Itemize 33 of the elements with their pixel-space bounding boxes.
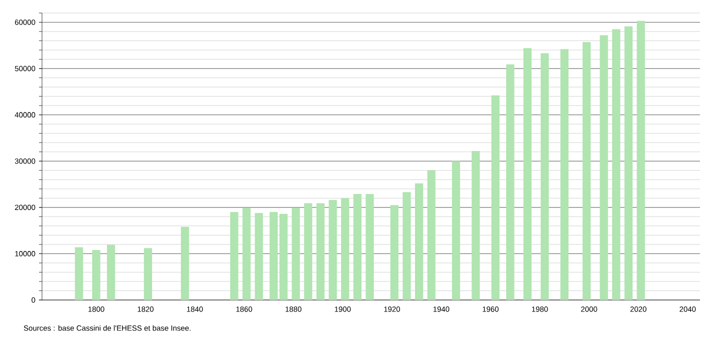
bar	[230, 212, 238, 300]
bar	[472, 150, 480, 300]
bar	[106, 244, 116, 300]
bar	[341, 198, 350, 300]
bar	[600, 35, 608, 300]
bar	[366, 194, 374, 300]
bar	[270, 212, 278, 300]
bar	[316, 203, 325, 300]
bar	[506, 64, 514, 300]
bar	[560, 49, 569, 300]
bar	[74, 247, 84, 300]
bar	[328, 200, 337, 300]
bar	[624, 26, 633, 300]
bar	[304, 203, 312, 300]
bar	[180, 226, 190, 300]
bar	[390, 205, 398, 300]
bar	[242, 208, 251, 300]
bar	[414, 183, 424, 300]
bar	[636, 20, 645, 300]
bar	[491, 95, 500, 300]
bar	[279, 214, 288, 300]
bar	[92, 250, 100, 300]
bar	[612, 29, 620, 300]
bar	[144, 248, 152, 300]
bar	[353, 194, 362, 300]
bar	[402, 192, 411, 300]
bar	[540, 53, 549, 300]
bar	[254, 212, 263, 300]
bar	[292, 208, 300, 300]
bar	[452, 161, 460, 300]
bar	[582, 42, 591, 300]
bar	[523, 48, 532, 300]
bar	[427, 170, 436, 300]
